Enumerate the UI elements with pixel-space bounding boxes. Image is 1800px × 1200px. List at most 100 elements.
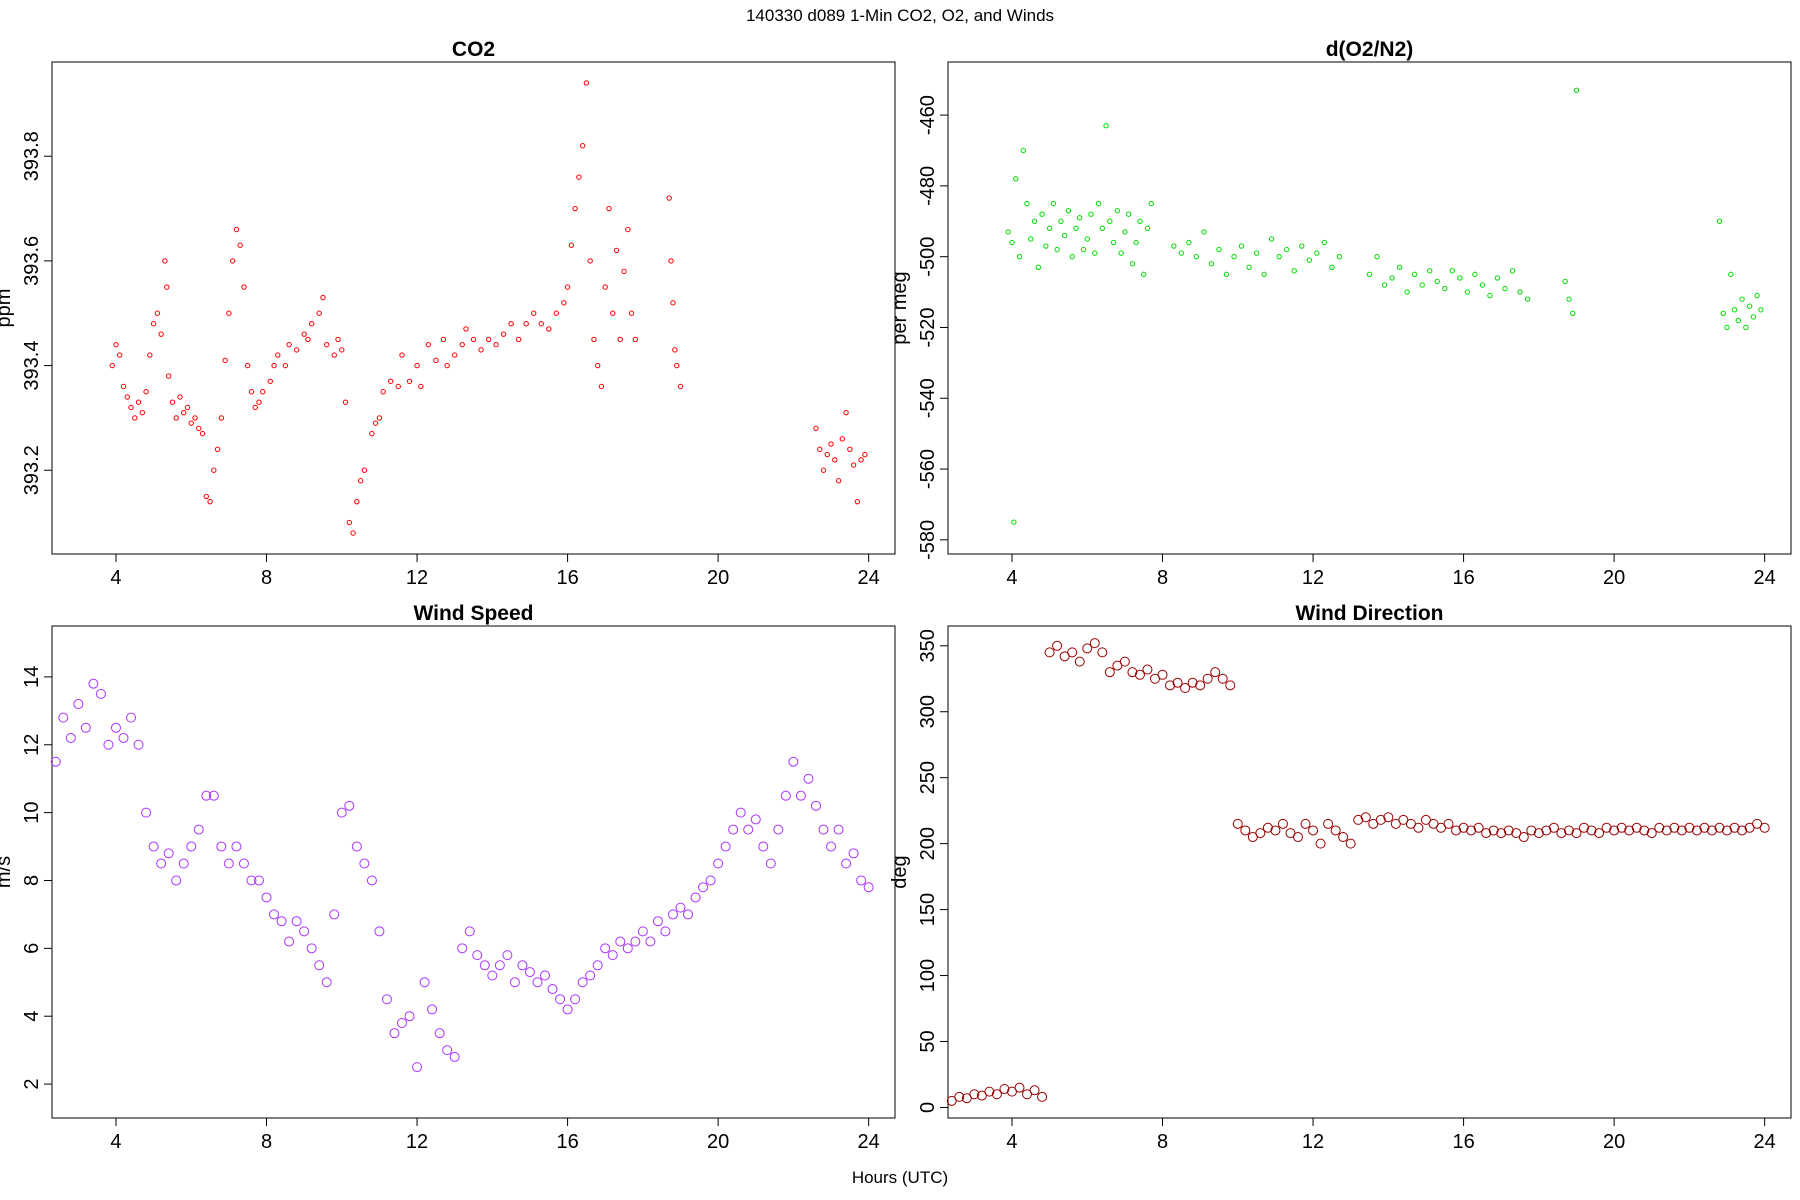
data-point xyxy=(524,967,535,978)
x-tick-label: 20 xyxy=(707,567,729,589)
data-point xyxy=(444,362,450,369)
data-point xyxy=(128,404,134,411)
data-point xyxy=(862,451,868,458)
data-point xyxy=(984,1086,995,1097)
data-point xyxy=(376,415,383,421)
data-point xyxy=(1144,225,1151,232)
data-point xyxy=(564,284,571,290)
x-tick-label: 4 xyxy=(1006,567,1017,589)
data-point xyxy=(1457,275,1463,281)
data-point xyxy=(576,174,582,180)
data-point xyxy=(1142,664,1153,675)
data-point xyxy=(1104,667,1115,678)
data-point xyxy=(1338,832,1349,843)
data-point xyxy=(117,352,123,358)
data-point xyxy=(630,936,641,947)
data-point xyxy=(359,858,370,869)
data-point xyxy=(139,409,146,416)
data-point xyxy=(216,841,227,852)
y-tick-label: -520 xyxy=(917,307,939,347)
data-point xyxy=(1187,677,1198,688)
data-point xyxy=(1077,215,1083,221)
data-point xyxy=(1759,822,1770,833)
data-point xyxy=(1451,825,1462,836)
data-point xyxy=(833,824,844,835)
data-point xyxy=(1107,218,1113,224)
data-point xyxy=(677,383,684,390)
panel-2: d(O2/N2) per meg 4 8 12 16 20 24 -580 -560 -540 -52… xyxy=(889,38,1792,589)
data-point xyxy=(267,378,273,384)
data-point xyxy=(388,378,394,384)
data-point xyxy=(592,960,603,971)
data-point xyxy=(442,1045,453,1056)
y-tick-label: 50 xyxy=(917,1030,939,1052)
data-point xyxy=(282,362,289,369)
y-tick-label: 250 xyxy=(917,761,939,794)
data-point xyxy=(1016,253,1023,260)
x-tick-label: 16 xyxy=(1452,1131,1474,1153)
data-point xyxy=(1148,200,1154,207)
data-point xyxy=(357,478,364,484)
data-point xyxy=(1330,825,1341,836)
data-point xyxy=(1037,1091,1048,1102)
data-point xyxy=(181,409,187,416)
data-point xyxy=(1548,822,1559,833)
data-point xyxy=(1321,239,1328,246)
data-point xyxy=(1442,285,1448,292)
data-point xyxy=(1029,1085,1040,1096)
data-point xyxy=(999,1083,1010,1094)
data-point xyxy=(1375,814,1386,825)
data-point xyxy=(412,1062,423,1073)
x-tick-label: 8 xyxy=(261,1131,272,1153)
data-point xyxy=(1231,253,1237,260)
data-point xyxy=(214,446,221,453)
x-tick-label: 16 xyxy=(556,1131,578,1153)
x-tick-label: 12 xyxy=(406,1131,428,1153)
data-point xyxy=(1291,268,1297,274)
data-point xyxy=(1035,264,1042,270)
data-point xyxy=(316,310,322,316)
y-tick-label: 350 xyxy=(917,629,939,662)
data-point xyxy=(156,858,167,869)
data-point xyxy=(433,357,439,364)
data-point xyxy=(1616,822,1627,833)
data-point xyxy=(843,409,849,416)
data-point xyxy=(470,336,477,343)
data-point xyxy=(1180,682,1191,693)
data-point xyxy=(572,205,578,212)
data-point xyxy=(1223,271,1230,278)
data-point xyxy=(523,321,529,327)
data-point xyxy=(1413,822,1424,833)
data-point xyxy=(1381,282,1388,288)
data-point xyxy=(824,451,830,458)
data-point xyxy=(600,943,611,954)
data-point xyxy=(625,226,631,233)
data-point xyxy=(299,926,310,937)
x-tick-label: 8 xyxy=(261,567,272,589)
data-point xyxy=(1443,818,1454,829)
data-point xyxy=(1014,1082,1025,1093)
data-point xyxy=(1028,236,1034,242)
data-point xyxy=(211,467,217,473)
data-point xyxy=(1216,246,1222,253)
data-point xyxy=(562,1004,573,1015)
data-point xyxy=(163,848,174,859)
data-point xyxy=(207,498,213,505)
data-point xyxy=(1479,282,1486,288)
data-point xyxy=(1323,818,1334,829)
data-point xyxy=(1097,647,1108,658)
data-point xyxy=(396,1017,407,1028)
x-tick-label: 24 xyxy=(858,1131,880,1153)
figure-xlabel: Hours (UTC) xyxy=(851,1168,949,1187)
data-point xyxy=(577,977,588,988)
data-point xyxy=(1011,519,1017,525)
data-point xyxy=(780,790,791,801)
data-point xyxy=(1654,822,1665,833)
data-point xyxy=(672,347,678,353)
data-point xyxy=(126,712,137,723)
data-point xyxy=(969,1089,980,1100)
data-point xyxy=(218,415,225,421)
data-point xyxy=(472,950,483,961)
data-point xyxy=(1202,673,1213,684)
data-point xyxy=(320,294,326,301)
